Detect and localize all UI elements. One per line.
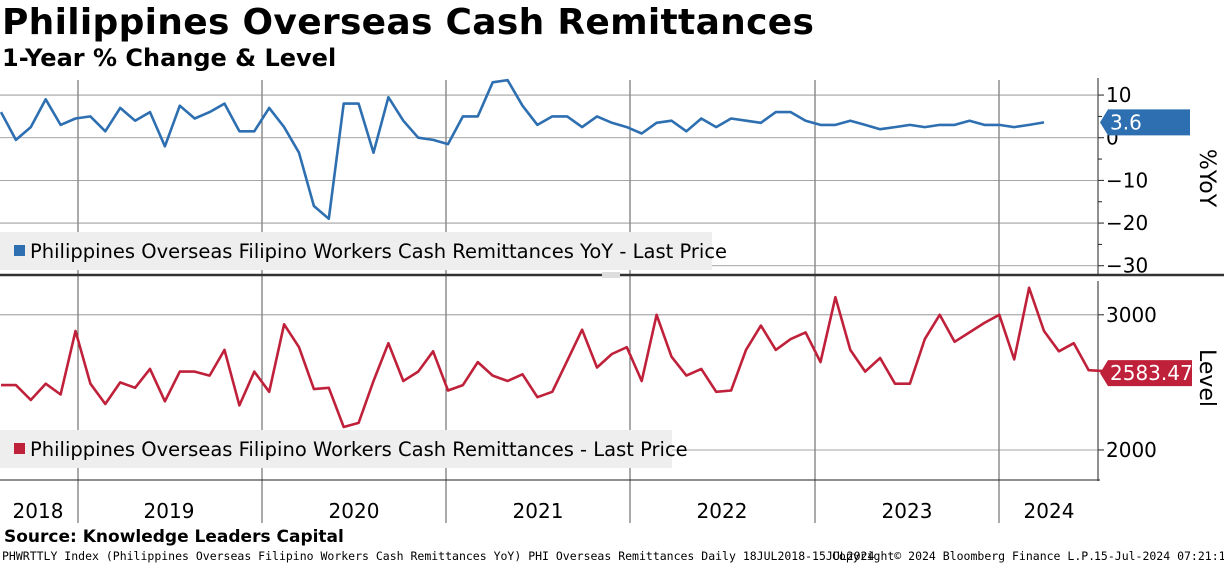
y-tick-label: 3000 (1106, 303, 1157, 327)
x-tick-label: 2020 (329, 499, 380, 523)
panel-divider-handle (602, 272, 620, 278)
legend-box (0, 232, 712, 270)
legend-box (0, 430, 672, 468)
x-tick-label: 2022 (697, 499, 748, 523)
chart-subtitle: 1-Year % Change & Level (2, 44, 337, 72)
legend-swatch (14, 245, 25, 256)
y-tick-label: −10 (1106, 168, 1148, 192)
series-line (1, 286, 1104, 429)
last-value-tag: 2583.47 (1100, 360, 1193, 387)
chart-title: Philippines Overseas Cash Remittances (2, 2, 815, 43)
source-note: Source: Knowledge Leaders Capital (4, 527, 344, 547)
last-value-tag-bg (1100, 360, 1192, 387)
x-tick-label: 2018 (13, 499, 64, 523)
legend-label: Philippines Overseas Filipino Workers Ca… (30, 240, 727, 263)
last-value-tag-bg (1100, 109, 1190, 136)
y-tick-label: 10 (1106, 83, 1131, 107)
x-tick-label: 2024 (1024, 499, 1075, 523)
x-tick-label: 2021 (513, 499, 564, 523)
y-tick-label: −20 (1106, 211, 1148, 235)
footer-copyright: Copyright© 2024 Bloomberg Finance L.P. (832, 549, 1096, 563)
footer-timestamp: 15-Jul-2024 07:21:11 (1094, 549, 1224, 563)
x-tick-label: 2019 (144, 499, 195, 523)
legend-swatch (14, 443, 25, 454)
last-value-label: 3.6 (1110, 110, 1142, 134)
series-line (0, 78, 1045, 221)
last-value-tag: 3.6 (1100, 109, 1190, 136)
y-axis-title: %YoY (1194, 149, 1219, 208)
y-tick-label: −30 (1106, 254, 1148, 278)
last-value-label: 2583.47 (1110, 361, 1193, 385)
legend-label: Philippines Overseas Filipino Workers Ca… (30, 438, 688, 461)
x-tick-label: 2023 (882, 499, 933, 523)
footer-index-info: PHWRTTLY Index (Philippines Overseas Fil… (2, 549, 875, 563)
y-tick-label: 2000 (1106, 438, 1157, 462)
y-axis-title: Level (1194, 349, 1219, 407)
